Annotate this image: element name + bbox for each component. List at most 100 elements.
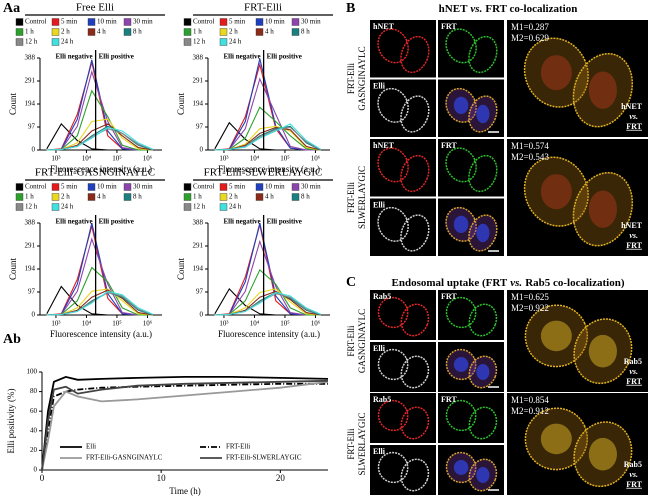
row-label-line: FRT-Elli [346,428,356,460]
y-tick-label: 291 [25,77,36,85]
legend-swatch [255,28,264,36]
y-tick-label: 291 [193,77,204,85]
legend-label: 8 h [301,193,310,201]
legend-label: 4 h [265,193,274,201]
y-tick-label: 388 [25,219,36,227]
nucleus [540,320,572,352]
panel-title: Endosomal uptake (FRT vs. Rab5 co-localiza… [392,277,625,289]
nucleus [476,467,490,483]
cell [445,147,477,183]
nucleus [453,96,469,114]
x-tick-label: 10³ [51,155,60,163]
y-tick-label: 20 [30,446,38,454]
legend-swatch [183,28,192,36]
y-tick-label: 291 [193,242,204,250]
legend-swatch [123,183,132,191]
series-line [46,222,153,316]
legend-label: 4 h [265,28,274,36]
panel-label: C [346,275,356,290]
legend-label: 2 h [229,28,238,36]
y-tick-label: 97 [28,288,36,296]
legend-label: Control [193,18,214,26]
x-tick-label: 10⁵ [280,320,290,328]
annotation: Elli positive [99,53,134,61]
legend-label: 10 min [97,18,117,26]
legend-swatch [51,18,60,26]
x-tick-label: 10 [157,473,167,483]
x-tick-label: 20 [276,473,286,483]
cell [400,406,430,440]
legend-swatch [219,38,228,46]
y-axis-label: Count [176,93,186,116]
title-part: Endosomal uptake (FRT [392,277,508,289]
cell [377,206,409,242]
nucleus [588,71,617,109]
row-label-line: SLWERLAYGIC [357,413,367,476]
legend-label: 1 h [193,193,202,201]
panel-title: hNET vs. FRT co-localization [439,3,578,15]
cell [377,147,409,183]
legend-swatch [255,193,264,201]
legend-label: 24 h [229,203,242,211]
series-line [46,290,154,316]
legend-label: 10 min [265,18,285,26]
y-axis-label: Count [8,93,18,116]
row-label: FRT-ElliSLWERLAYGIC [346,413,367,476]
y-tick-label: 0 [32,146,36,154]
legend-swatch [183,183,192,191]
legend-label: Elli [86,443,96,451]
x-tick-label: 10⁵ [112,155,122,163]
cell [400,303,430,337]
nucleus [476,104,490,124]
series-line [214,222,321,316]
overlay-label: hNET [621,102,643,111]
series-line [41,375,329,471]
legend-swatch [87,18,96,26]
series-line [214,224,321,316]
cell [377,28,409,64]
legend-label: 1 h [25,28,34,36]
y-tick-label: 388 [193,219,204,227]
cell [523,37,589,108]
legend-swatch [291,28,300,36]
series-line [46,59,153,151]
cell [572,52,634,128]
legend-label: 5 min [61,18,78,26]
channel-label: FRT [441,395,457,404]
nucleus [476,364,490,380]
legend-swatch [219,183,228,191]
y-tick-label: 194 [25,265,36,273]
legend-label: 24 h [61,203,74,211]
series-line [46,69,153,151]
cell [468,406,498,440]
x-tick-label: 10⁵ [112,320,122,328]
row-label-line: GASNGINAYLC [357,46,367,110]
legend-swatch [219,193,228,201]
annotation: Elli negative [223,218,260,226]
y-tick-label: 194 [25,100,36,108]
cell [468,35,498,74]
series-line [214,291,322,316]
title-part: FRT co-localization [485,3,577,15]
cell [573,421,633,488]
legend-label: 4 h [97,193,106,201]
legend-swatch [15,193,24,201]
x-tick-label: 0 [40,473,45,483]
title-part: vs. [470,3,482,15]
cell [400,154,430,193]
overlay-label: vs. [629,367,638,376]
chart-title: FRT-Elli-GASNGINAYLC [35,167,155,179]
coefficient: M1=0.625 [511,292,549,302]
coefficient: M1=0.287 [511,22,549,32]
micrograph-large [507,393,648,495]
x-axis-label: Fluorescence intensity (a.u.) [50,164,152,174]
legend-label: FRT-Elli-SLWERLAYGIC [226,454,302,462]
legend-swatch [15,28,24,36]
nucleus [540,174,572,210]
chart-title: Free Elli [76,2,114,14]
y-tick-label: 194 [193,265,204,273]
y-axis-label: Count [8,258,18,281]
legend-label: 30 min [133,18,153,26]
series-line [41,380,329,471]
overlay-label: FRT [626,377,642,386]
